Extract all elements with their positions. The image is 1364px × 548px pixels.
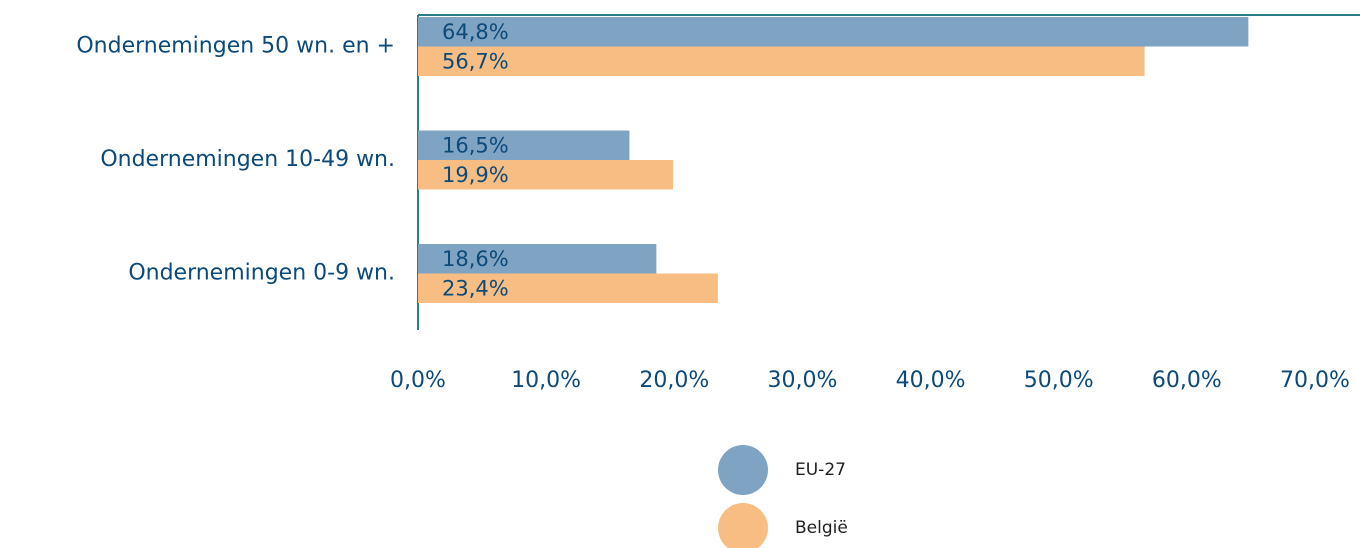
- category-label: Ondernemingen 0-9 wn.: [128, 261, 395, 286]
- bar: [418, 46, 1145, 76]
- value-label: 16,5%: [442, 133, 509, 157]
- x-tick-label: 20,0%: [639, 368, 709, 393]
- x-tick-label: 0,0%: [390, 368, 446, 393]
- x-tick-label: 10,0%: [511, 368, 581, 393]
- bar: [418, 160, 674, 190]
- legend-label: België: [795, 518, 848, 538]
- x-tick-label: 40,0%: [896, 368, 966, 393]
- bar: [418, 17, 1249, 47]
- x-tick-label: 30,0%: [767, 368, 837, 393]
- value-label: 64,8%: [442, 20, 509, 44]
- legend-label: EU-27: [795, 460, 846, 480]
- value-label: 19,9%: [442, 163, 509, 187]
- bar: [418, 273, 718, 303]
- value-label: 56,7%: [442, 49, 509, 73]
- legend-swatch: [718, 445, 768, 495]
- legend-swatch: [718, 503, 768, 548]
- bar: [418, 130, 630, 160]
- x-tick-label: 70,0%: [1280, 368, 1350, 393]
- category-label: Ondernemingen 10-49 wn.: [100, 147, 395, 172]
- bar: [418, 244, 657, 274]
- value-label: 18,6%: [442, 247, 509, 271]
- x-tick-label: 60,0%: [1152, 368, 1222, 393]
- category-label: Ondernemingen 50 wn. en +: [76, 34, 395, 59]
- value-label: 23,4%: [442, 276, 509, 300]
- x-tick-label: 50,0%: [1024, 368, 1094, 393]
